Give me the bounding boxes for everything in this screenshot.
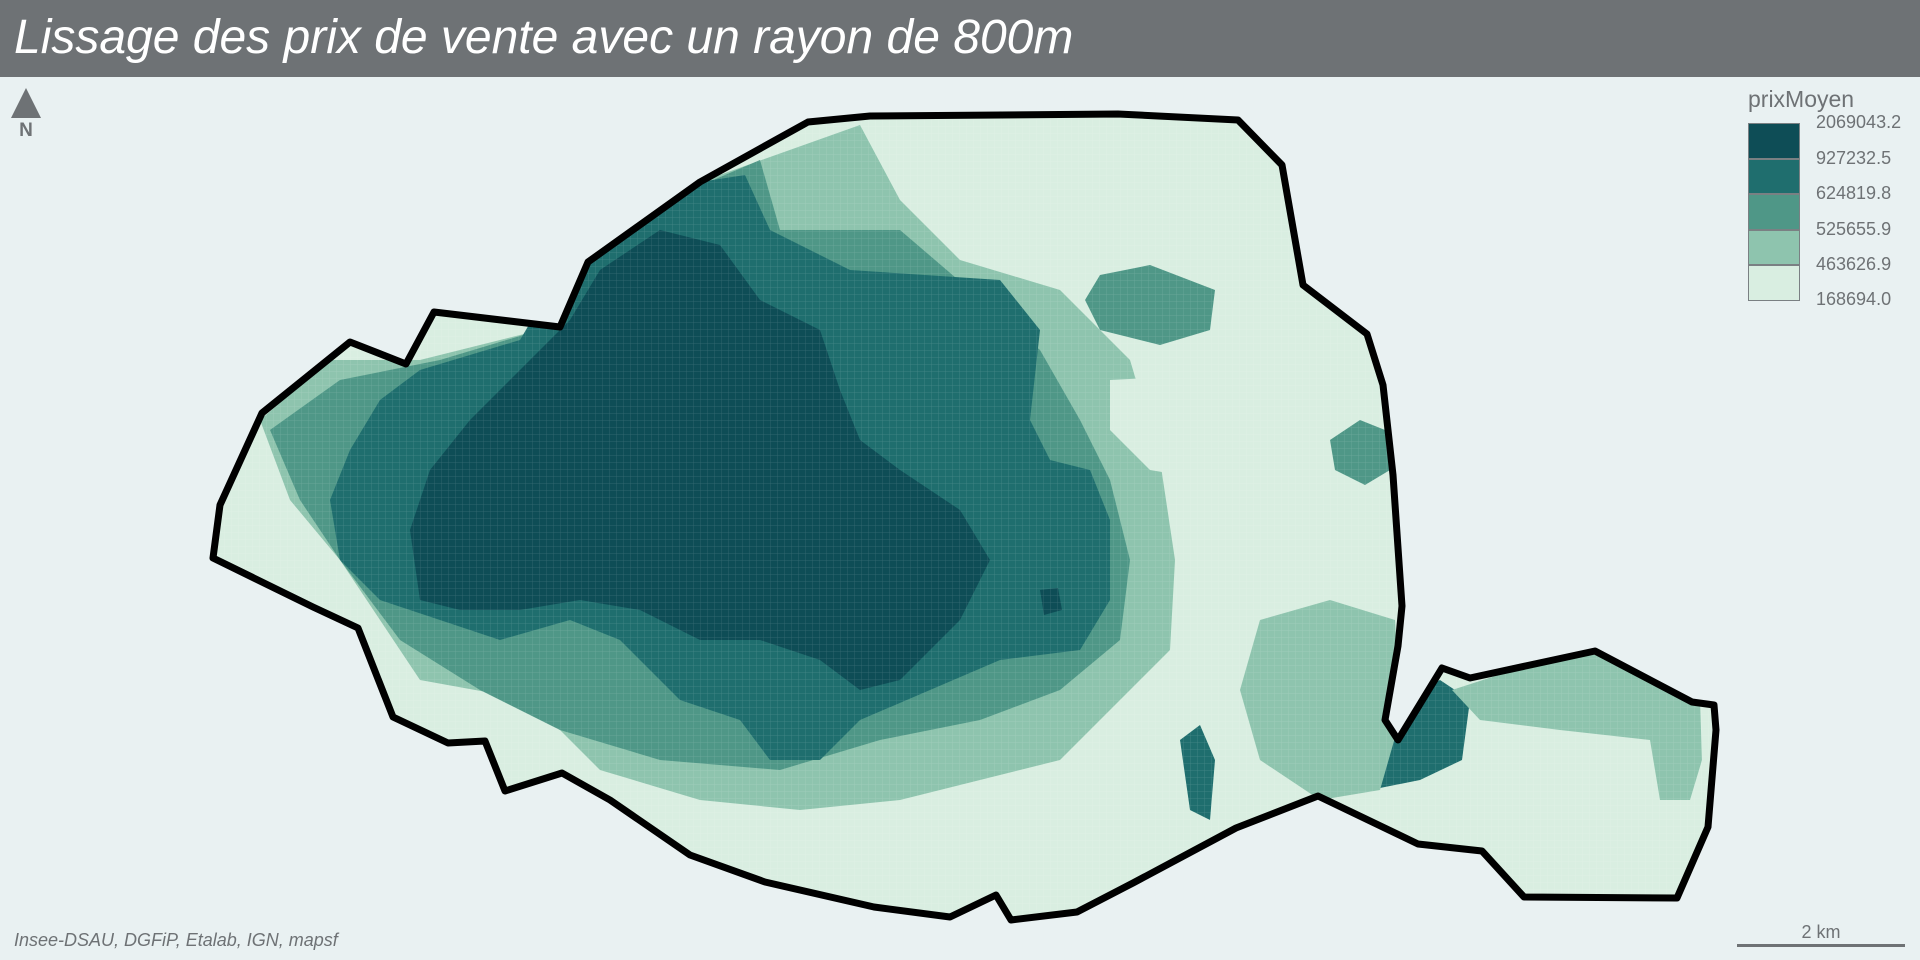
legend-item: 2069043.2 (1748, 112, 1901, 159)
scale-label: 2 km (1801, 922, 1841, 942)
scale-line (1737, 944, 1905, 947)
scale-bar: 2 km (1737, 922, 1905, 947)
legend-break: 624819.8 (1816, 183, 1892, 203)
legend-break: 927232.5 (1816, 147, 1892, 168)
legend-title: prixMoyen (1748, 86, 1855, 112)
legend-swatch (1748, 123, 1800, 159)
legend-item: 624819.8 (1748, 183, 1891, 230)
paris-boundary (209, 110, 1720, 924)
north-label: N (19, 120, 33, 141)
title-bar: Lissage des prix de vente avec un rayon … (0, 0, 1920, 77)
north-arrow-icon (11, 88, 41, 118)
legend-break: 2069043.2 (1816, 112, 1902, 132)
legend-break: 463626.9 (1816, 254, 1892, 274)
legend-break: 168694.0 (1816, 289, 1892, 309)
legend-item: 927232.5 (1748, 148, 1891, 194)
legend-swatch (1748, 265, 1800, 301)
legend-swatch (1748, 229, 1800, 265)
legend-break: 525655.9 (1816, 218, 1892, 239)
north-arrow: N (10, 88, 42, 142)
legend-item: 463626.9 168694.0 (1748, 254, 1891, 309)
legend-swatch (1748, 158, 1800, 194)
source-note: Insee-DSAU, DGFiP, Etalab, IGN, mapsf (14, 930, 338, 950)
map-title: Lissage des prix de vente avec un rayon … (14, 11, 1074, 64)
legend-item: 525655.9 (1748, 219, 1891, 265)
legend-swatch (1748, 194, 1800, 230)
legend: prixMoyen 2069043.2 927232.5 624819.8 52… (1748, 86, 1901, 309)
